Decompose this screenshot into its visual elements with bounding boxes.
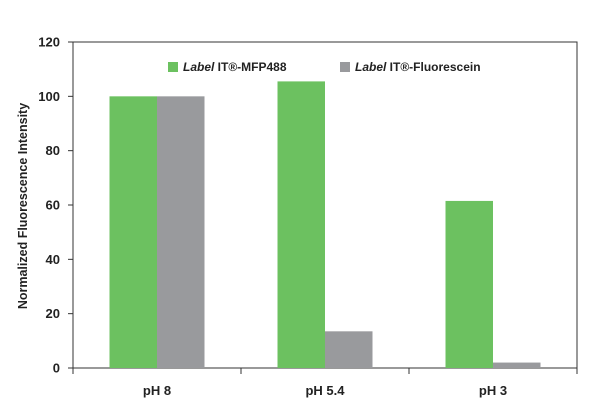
legend-label-mfp488: Label IT®-MFP488 <box>183 60 287 74</box>
y-tick-label: 60 <box>46 198 60 213</box>
legend-label-fluorescein: Label IT®-Fluorescein <box>355 60 481 74</box>
bars-group <box>109 81 541 369</box>
x-category-label: pH 3 <box>479 383 507 398</box>
y-tick-label: 80 <box>46 143 60 158</box>
legend-swatch-mfp488 <box>168 62 178 72</box>
y-axis-ticks: 0 20 40 60 80 100 120 <box>38 35 73 376</box>
x-category-label: pH 5.4 <box>305 383 345 398</box>
bar-fluorescein-ph3 <box>493 362 541 368</box>
bar-fluorescein-ph5.4 <box>325 331 373 368</box>
legend-label-mfp488-rest: IT®-MFP488 <box>214 60 287 74</box>
y-tick-label: 100 <box>38 89 60 104</box>
y-tick-label: 120 <box>38 35 60 50</box>
bar-mfp488-ph3 <box>445 200 493 368</box>
bar-fluorescein-ph8 <box>157 96 205 368</box>
y-tick-label: 0 <box>53 361 60 376</box>
y-tick-label: 40 <box>46 252 60 267</box>
bar-mfp488-ph8 <box>109 96 157 368</box>
bar-mfp488-ph5.4 <box>277 81 325 369</box>
legend: Label IT®-MFP488 Label IT®-Fluorescein <box>168 60 481 74</box>
y-axis-title: Normalized Fluorescence Intensity <box>16 103 30 309</box>
y-tick-label: 20 <box>46 306 60 321</box>
x-category-label: pH 8 <box>143 383 171 398</box>
legend-swatch-fluorescein <box>340 62 350 72</box>
x-axis-ticks: pH 8 pH 5.4 pH 3 <box>72 368 578 398</box>
legend-label-fluorescein-rest: IT®-Fluorescein <box>386 60 480 74</box>
legend-label-mfp488-italic: Label <box>183 60 215 74</box>
legend-label-fluorescein-italic: Label <box>355 60 387 74</box>
